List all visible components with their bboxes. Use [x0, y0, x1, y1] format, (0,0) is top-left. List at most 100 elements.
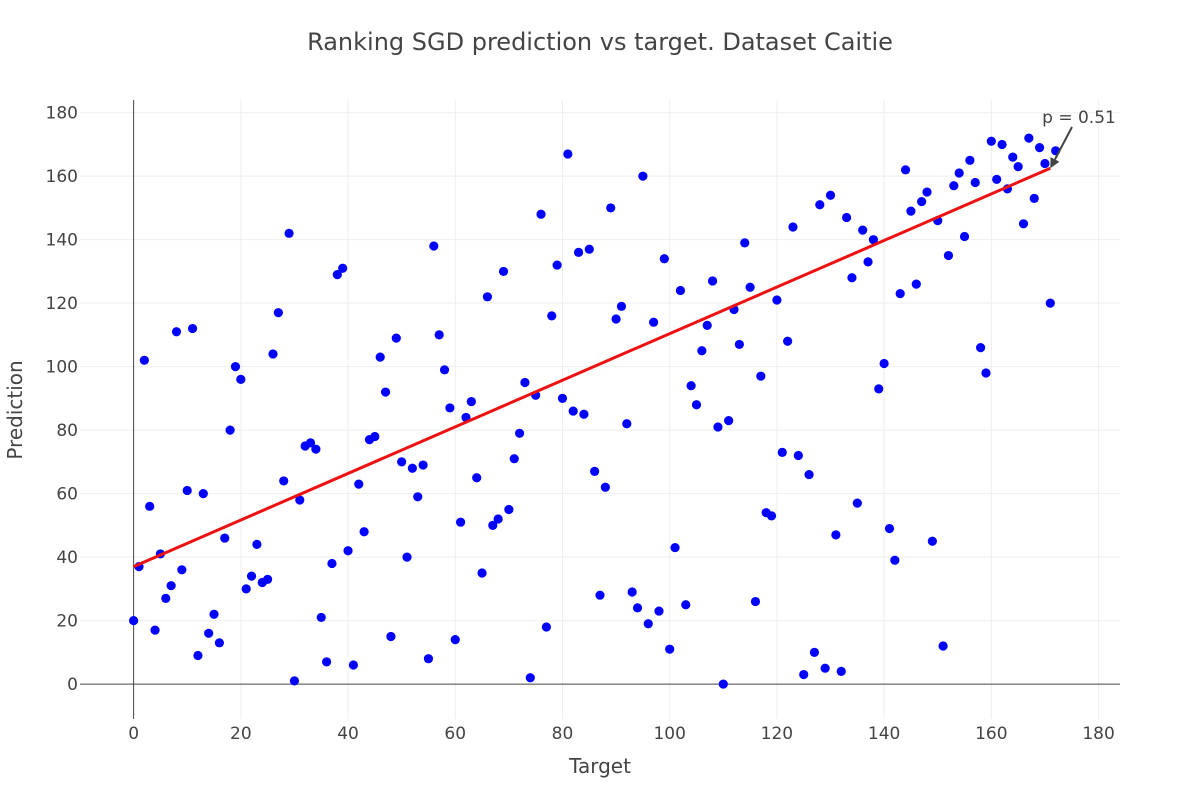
y-tick-label: 0: [67, 675, 78, 695]
data-point: [590, 466, 600, 476]
data-point: [493, 514, 503, 524]
data-point: [498, 266, 509, 277]
x-tick-label: 80: [552, 724, 574, 744]
data-point: [129, 615, 139, 626]
data-point: [874, 384, 884, 394]
data-point: [675, 285, 686, 296]
data-point: [171, 327, 182, 337]
data-point: [263, 574, 273, 584]
data-point: [536, 209, 546, 219]
data-point: [863, 257, 873, 267]
data-point: [139, 355, 149, 365]
data-point: [724, 416, 734, 426]
data-points: [129, 133, 1061, 689]
data-point: [552, 260, 562, 270]
x-tick-label: 180: [1082, 724, 1114, 744]
data-point: [965, 155, 975, 165]
data-point: [316, 612, 326, 623]
x-tick-label: 120: [761, 724, 793, 744]
annotation-arrowhead: [1050, 157, 1060, 169]
data-point: [713, 422, 723, 432]
data-point: [804, 469, 814, 480]
data-point: [627, 587, 637, 597]
data-point: [236, 374, 246, 384]
data-point: [718, 679, 728, 689]
y-tick-label: 120: [46, 294, 78, 314]
data-point: [1024, 133, 1034, 143]
data-point: [632, 603, 643, 613]
data-point: [268, 349, 278, 359]
y-tick-label: 20: [56, 612, 78, 632]
data-point: [284, 228, 294, 238]
data-point: [187, 323, 198, 334]
y-tick-label: 140: [46, 231, 78, 251]
data-point: [809, 647, 820, 657]
y-tick-label: 160: [46, 167, 78, 187]
data-point: [520, 377, 530, 388]
data-point: [332, 269, 342, 280]
data-point: [348, 660, 359, 670]
y-tick-label: 60: [56, 485, 78, 505]
data-point: [938, 641, 948, 651]
y-tick-label: 100: [46, 358, 78, 378]
data-point: [949, 181, 959, 191]
x-axis-title: Target: [568, 754, 631, 778]
data-point: [766, 511, 777, 521]
data-point: [370, 431, 380, 442]
data-point: [772, 295, 782, 305]
data-point: [161, 593, 171, 603]
data-point: [1045, 298, 1055, 308]
data-point: [858, 225, 868, 235]
data-point: [756, 371, 766, 381]
y-tick-label: 180: [46, 104, 78, 124]
data-point: [606, 203, 616, 213]
data-point: [504, 504, 514, 515]
data-point: [182, 485, 192, 496]
data-point: [917, 196, 927, 207]
x-tick-label: 160: [975, 724, 1007, 744]
data-point: [911, 279, 921, 289]
data-point: [209, 609, 219, 619]
annotation-label: p = 0.51: [1042, 108, 1116, 128]
data-point: [895, 289, 905, 299]
data-point: [568, 406, 578, 416]
x-tick-label: 60: [444, 724, 466, 744]
data-point: [852, 498, 862, 508]
y-axis-title: Prediction: [3, 360, 27, 459]
data-point: [611, 314, 621, 324]
data-point: [514, 428, 525, 438]
data-point: [820, 663, 830, 673]
data-point: [563, 149, 573, 159]
data-point: [214, 638, 224, 648]
data-point: [815, 200, 825, 210]
y-tick-label: 40: [56, 548, 78, 568]
data-point: [450, 635, 460, 645]
data-point: [900, 165, 911, 175]
trend-line: [133, 166, 1051, 569]
data-point: [466, 396, 476, 407]
data-point: [686, 381, 696, 391]
data-point: [665, 644, 675, 654]
data-point: [477, 568, 487, 578]
data-point: [380, 387, 391, 397]
x-tick-label: 40: [337, 724, 359, 744]
data-point: [557, 393, 568, 403]
data-point: [311, 444, 321, 454]
data-point: [402, 552, 412, 562]
data-point: [841, 212, 852, 223]
data-point: [595, 590, 605, 600]
grid-lines: [80, 100, 1120, 719]
data-point: [413, 492, 423, 502]
data-point: [831, 530, 841, 540]
data-point: [241, 584, 251, 594]
x-tick-label: 20: [230, 724, 252, 744]
data-point: [734, 339, 744, 350]
trend-line-group: [133, 166, 1051, 569]
data-point: [906, 206, 916, 216]
data-point: [397, 457, 407, 467]
data-point: [439, 365, 450, 375]
data-point: [825, 190, 836, 200]
data-point: [922, 187, 932, 197]
data-point: [622, 419, 632, 429]
